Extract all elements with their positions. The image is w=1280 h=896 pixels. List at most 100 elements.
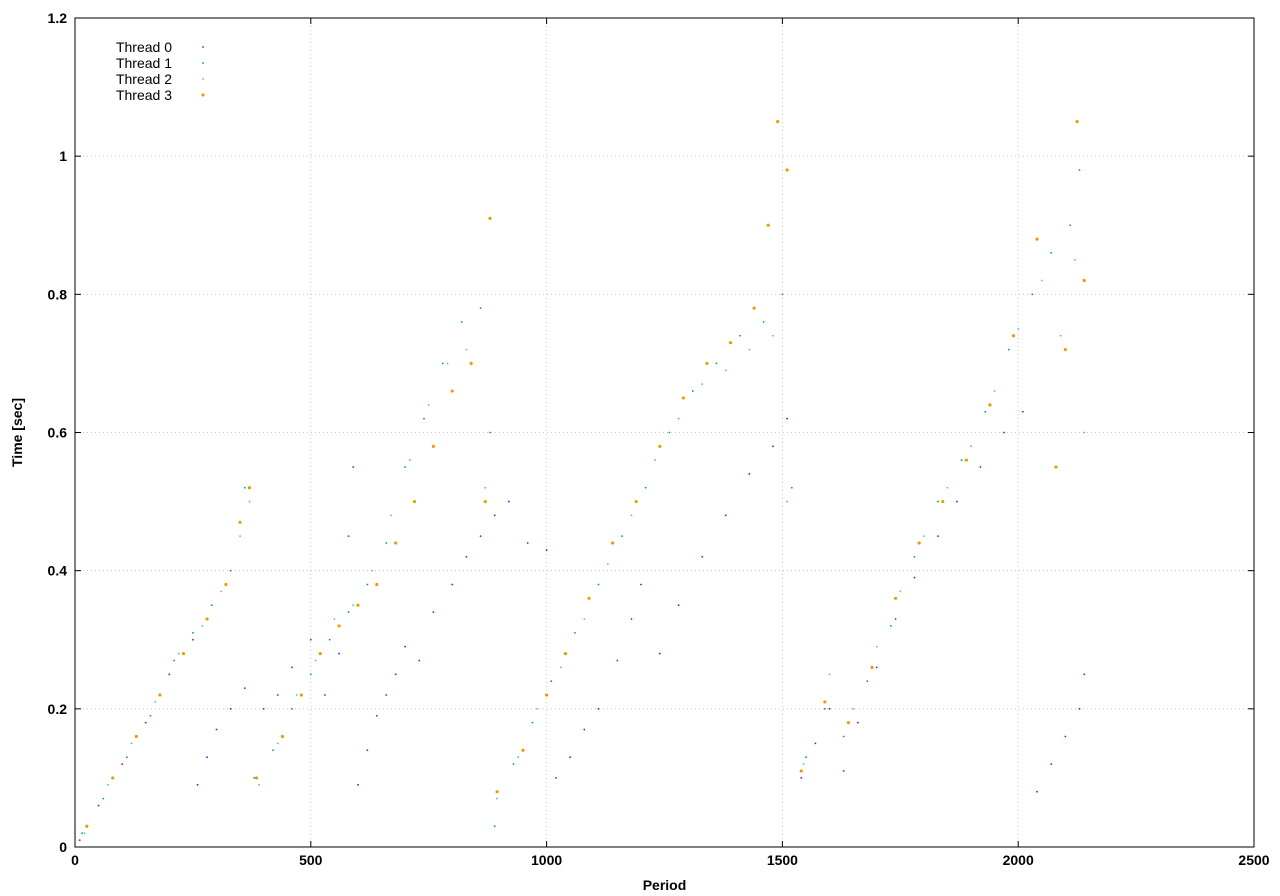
series-2 — [83, 258, 1086, 835]
data-point — [776, 120, 780, 124]
data-point — [875, 645, 878, 648]
data-point — [1073, 258, 1076, 261]
data-point — [496, 797, 498, 800]
data-point — [621, 535, 623, 538]
data-point — [495, 790, 499, 794]
data-point — [489, 431, 491, 434]
data-point — [272, 749, 274, 752]
data-point — [964, 458, 968, 462]
data-point — [842, 735, 845, 738]
data-point — [630, 514, 633, 517]
legend-marker — [201, 93, 205, 97]
data-point — [253, 777, 256, 779]
data-point — [408, 459, 411, 462]
data-point — [1083, 431, 1086, 434]
data-point — [597, 583, 600, 586]
data-point — [134, 734, 138, 739]
data-point — [828, 707, 831, 710]
data-point — [1050, 251, 1053, 254]
data-point — [559, 666, 562, 669]
data-point — [658, 444, 662, 448]
data-point — [262, 707, 265, 710]
data-point — [526, 542, 529, 544]
data-point — [78, 839, 81, 841]
data-point — [446, 362, 449, 365]
data-point — [668, 431, 671, 434]
data-point — [856, 721, 859, 724]
data-point — [739, 334, 741, 337]
data-point — [493, 825, 496, 828]
data-point — [394, 541, 398, 545]
legend-marker — [202, 62, 204, 64]
data-point — [517, 756, 520, 759]
data-point — [805, 756, 807, 759]
data-point — [375, 582, 379, 587]
data-point — [630, 618, 633, 620]
data-point — [785, 168, 789, 172]
data-point — [441, 362, 444, 365]
x-tick-label: 1000 — [531, 852, 562, 868]
y-axis-label: Time [sec] — [9, 398, 25, 467]
data-point — [563, 651, 568, 656]
data-point — [276, 742, 279, 745]
data-point — [597, 707, 600, 710]
data-point — [431, 444, 436, 448]
data-points — [78, 120, 1086, 841]
data-point — [852, 707, 855, 710]
legend-marker — [202, 46, 204, 48]
data-point — [1064, 735, 1067, 738]
data-point — [215, 728, 218, 731]
data-point — [291, 666, 293, 669]
data-point — [192, 638, 194, 641]
data-point — [177, 652, 180, 655]
data-point — [569, 756, 572, 759]
data-point — [347, 535, 350, 538]
data-point — [772, 334, 774, 337]
data-point — [309, 673, 312, 676]
data-point — [81, 832, 83, 835]
data-point — [752, 306, 756, 310]
data-point — [913, 576, 916, 579]
data-point — [238, 520, 242, 524]
data-point — [465, 555, 468, 558]
data-point — [937, 535, 939, 538]
data-point — [206, 756, 208, 759]
series-1 — [81, 169, 1081, 835]
y-tick-label: 0.2 — [48, 701, 68, 717]
data-point — [531, 721, 534, 724]
data-point — [111, 776, 115, 780]
data-point — [955, 500, 958, 503]
data-point — [229, 569, 232, 572]
data-point — [555, 777, 557, 779]
data-point — [239, 535, 241, 538]
x-tick-label: 2500 — [1238, 852, 1269, 868]
data-point — [371, 569, 374, 572]
data-point — [366, 583, 369, 586]
data-point — [1007, 348, 1010, 351]
y-tick-label: 1.2 — [48, 10, 68, 26]
data-point — [724, 514, 727, 517]
data-point — [314, 659, 317, 662]
data-point — [385, 694, 388, 696]
data-point — [941, 499, 945, 504]
data-point — [937, 500, 939, 503]
data-point — [107, 783, 109, 786]
x-axis-ticks: 0 500 1000 1500 2000 2500 — [71, 18, 1270, 868]
data-point — [229, 707, 232, 710]
data-point — [1069, 224, 1071, 227]
y-tick-label: 0.4 — [48, 563, 68, 579]
data-point — [460, 321, 463, 323]
data-point — [644, 486, 647, 489]
data-point — [545, 549, 548, 551]
x-tick-label: 0 — [71, 852, 79, 868]
data-point — [423, 417, 425, 420]
data-point — [748, 473, 751, 475]
data-point — [427, 403, 430, 406]
data-point — [781, 293, 784, 296]
y-tick-label: 0.6 — [48, 425, 68, 441]
data-point — [324, 694, 326, 696]
data-point — [640, 583, 642, 586]
data-point — [894, 618, 897, 620]
data-point — [451, 583, 454, 586]
